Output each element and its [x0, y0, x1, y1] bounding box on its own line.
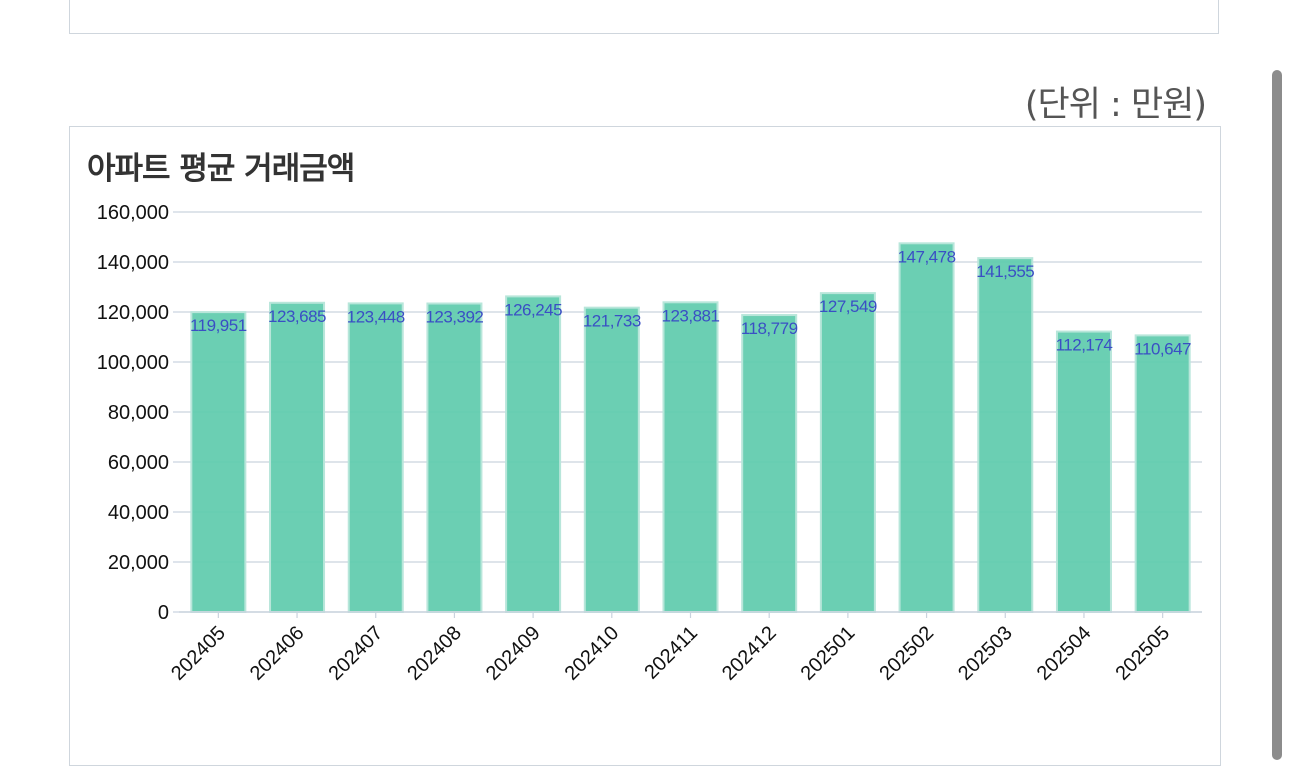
x-tick-label: 202412: [718, 622, 781, 685]
data-label: 121,733: [583, 312, 641, 331]
x-tick-label: 202501: [797, 622, 860, 685]
previous-section-card: [69, 0, 1219, 34]
y-tick-label: 20,000: [108, 552, 169, 574]
data-label: 123,392: [425, 308, 483, 327]
y-tick-label: 0: [158, 602, 169, 624]
bar: [505, 295, 562, 613]
x-tick-label: 202408: [403, 622, 466, 685]
x-tick-label: 202409: [482, 622, 545, 685]
x-tick-label: 202505: [1111, 622, 1174, 685]
x-tick-label: 202504: [1033, 622, 1096, 685]
x-tick-label: 202407: [325, 622, 388, 685]
data-label: 147,478: [898, 247, 956, 266]
x-tick-label: 202405: [167, 622, 230, 685]
y-tick-label: 40,000: [108, 502, 169, 524]
y-tick-label: 80,000: [108, 402, 169, 424]
data-label: 123,881: [662, 306, 720, 325]
x-tick-label: 202411: [640, 622, 702, 684]
bar: [583, 306, 640, 613]
bar: [662, 301, 719, 614]
y-tick-label: 120,000: [97, 302, 169, 324]
bar: [977, 257, 1034, 614]
chart-card: 아파트 평균 거래금액 0 20,000 40,000 60,000 80,000 100…: [69, 126, 1221, 766]
data-label: 110,647: [1134, 339, 1191, 358]
y-tick-label: 140,000: [97, 252, 169, 274]
bar: [898, 242, 955, 614]
data-label: 141,555: [976, 262, 1034, 281]
data-label: 118,779: [741, 319, 798, 338]
data-label: 126,245: [504, 300, 562, 319]
y-tick-label: 60,000: [108, 452, 169, 474]
data-label: 119,951: [190, 316, 247, 335]
data-label: 127,549: [819, 297, 877, 316]
unit-label: (단위 : 만원): [1024, 85, 1207, 125]
vertical-scrollbar[interactable]: [1272, 70, 1282, 760]
bar: [1134, 334, 1191, 613]
bar: [1055, 330, 1112, 613]
x-tick-label: 202503: [954, 622, 1017, 685]
x-tick-label: 202406: [246, 622, 309, 685]
x-tick-label: 202502: [875, 622, 938, 685]
bar-chart: 0 20,000 40,000 60,000 80,000 100,000 120,000 1…: [97, 202, 1202, 685]
data-label: 123,685: [268, 307, 326, 326]
y-tick-label: 160,000: [97, 202, 169, 224]
bar: [347, 302, 404, 613]
x-tick-label: 202410: [561, 622, 624, 685]
bar: [819, 292, 876, 613]
data-label: 112,174: [1056, 336, 1113, 355]
chart-title: 아파트 평균 거래금액: [87, 151, 355, 187]
bar: [190, 311, 247, 613]
bar: [741, 314, 798, 614]
data-label: 123,448: [347, 307, 405, 326]
bar: [426, 302, 483, 614]
bar: [269, 301, 326, 613]
y-tick-label: 100,000: [97, 352, 169, 374]
